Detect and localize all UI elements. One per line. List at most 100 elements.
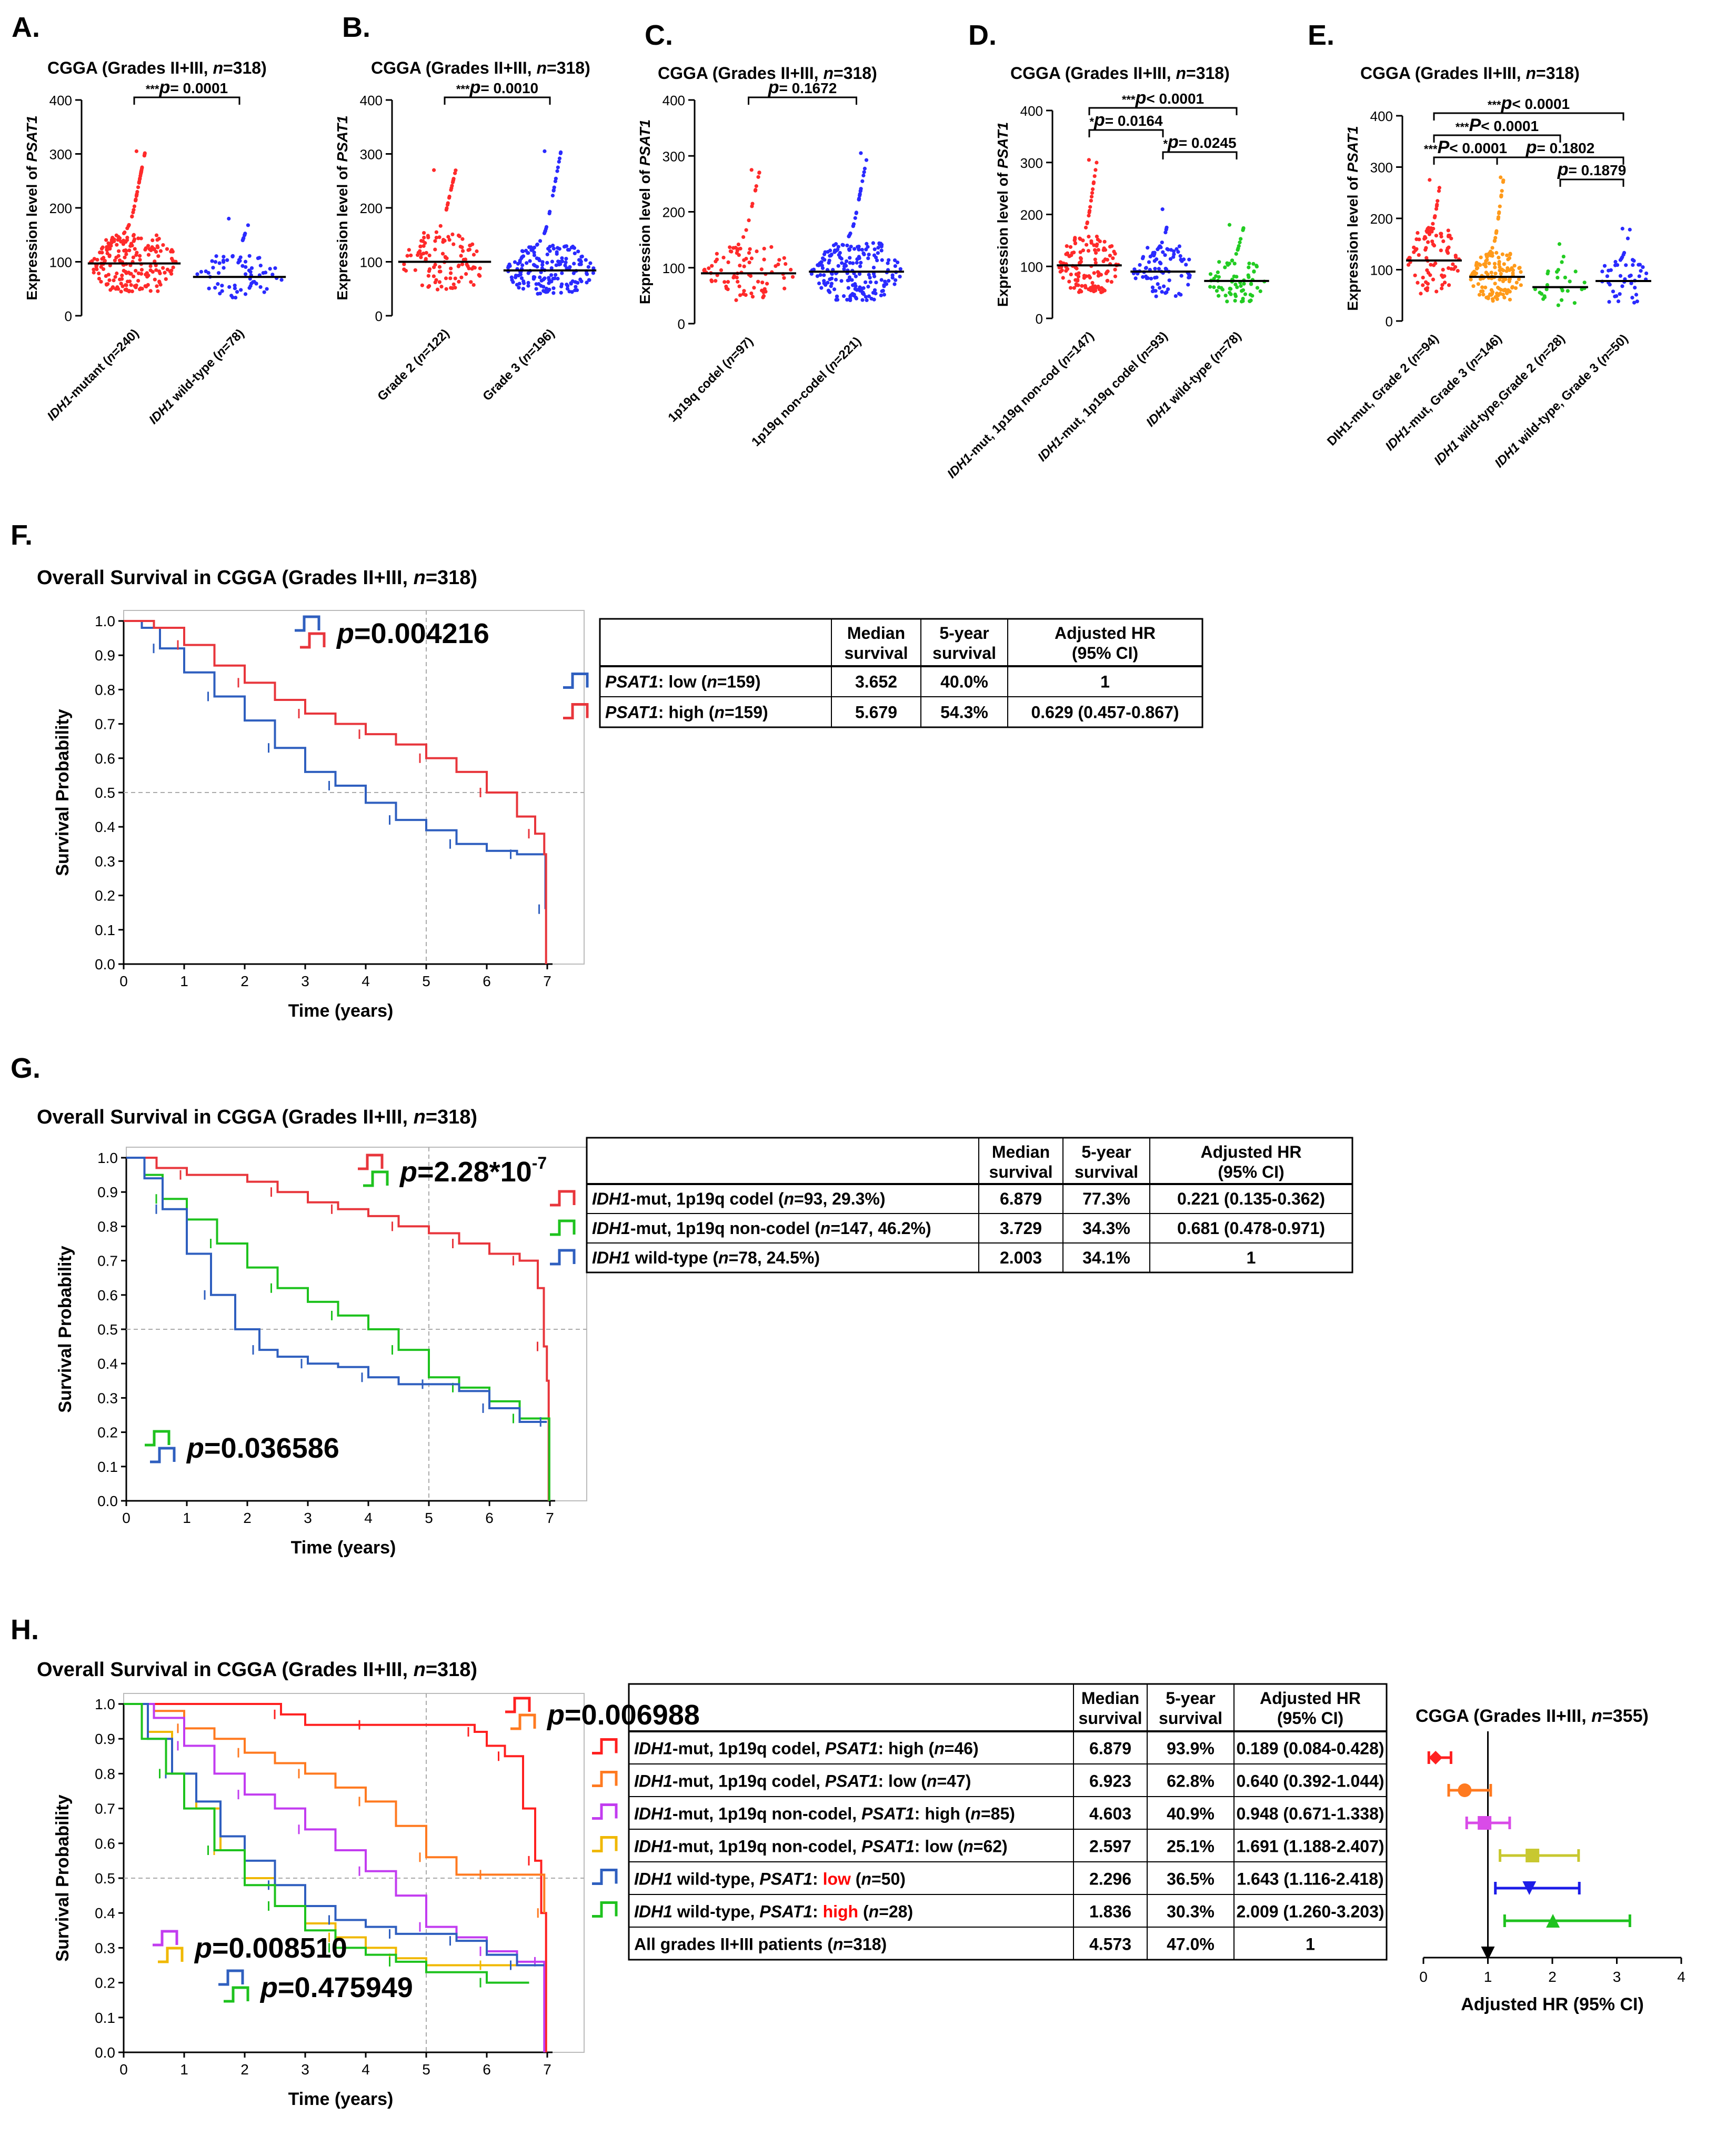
data-point <box>106 282 110 286</box>
data-point <box>1608 283 1612 287</box>
data-point <box>154 233 159 237</box>
data-point <box>1624 263 1628 267</box>
data-point <box>434 235 438 240</box>
data-point <box>892 282 897 286</box>
forest-row <box>1481 1947 1495 1960</box>
data-point <box>424 250 428 255</box>
data-point <box>528 259 532 263</box>
data-point <box>135 250 139 255</box>
data-point <box>130 289 134 294</box>
x-tick-label: 4 <box>362 2061 370 2078</box>
data-point <box>155 284 159 288</box>
y-tick-label: 0.2 <box>97 1425 118 1441</box>
data-point <box>1494 250 1499 255</box>
data-point <box>567 289 571 294</box>
data-point <box>573 288 577 293</box>
data-point <box>1483 264 1488 269</box>
data-point <box>1102 239 1107 244</box>
data-point <box>115 285 119 289</box>
data-point <box>243 232 247 236</box>
data-point <box>244 272 248 276</box>
data-point <box>887 279 891 283</box>
data-point <box>591 266 596 270</box>
data-point <box>892 258 897 263</box>
data-point <box>134 149 139 153</box>
data-point <box>1507 256 1512 260</box>
data-point <box>1622 250 1627 255</box>
x-tick-label: 4 <box>1677 1969 1685 1985</box>
table-cell-label: All grades II+III patients (n=318) <box>634 1934 887 1953</box>
panel-letter: H. <box>11 1614 39 1646</box>
data-point <box>823 250 827 254</box>
data-point <box>1421 283 1425 287</box>
table-cell-value: 34.3% <box>1082 1219 1130 1238</box>
data-point <box>136 185 141 189</box>
data-point <box>1132 267 1137 272</box>
row-legend-glyph <box>550 1249 576 1266</box>
x-tick-label: 2 <box>1548 1969 1557 1985</box>
forest-row <box>1503 1914 1631 1928</box>
data-point <box>876 251 880 255</box>
data-point <box>824 283 828 287</box>
data-point <box>568 265 572 269</box>
data-point <box>563 244 567 248</box>
data-point <box>146 253 151 257</box>
data-point <box>1441 275 1445 279</box>
data-point <box>851 261 855 265</box>
data-point <box>1630 296 1634 300</box>
data-point <box>109 240 114 245</box>
data-point <box>894 278 898 282</box>
table-cell-value: 1.643 (1.116-2.418) <box>1237 1869 1383 1888</box>
data-point <box>153 259 157 264</box>
data-point <box>1099 290 1103 295</box>
data-point <box>450 180 455 185</box>
data-point <box>1167 278 1171 283</box>
data-point <box>450 286 455 290</box>
data-point <box>1161 284 1166 288</box>
data-point <box>1628 227 1632 232</box>
data-point <box>1497 262 1501 266</box>
data-point <box>1247 261 1251 266</box>
data-point <box>134 194 138 198</box>
data-point <box>1496 215 1501 219</box>
data-point <box>460 249 465 253</box>
data-point <box>470 267 474 271</box>
data-point <box>1149 276 1153 281</box>
table-cell-value: 1 <box>1306 1934 1315 1953</box>
data-point <box>832 287 837 292</box>
data-point <box>451 177 456 181</box>
data-point <box>591 271 596 275</box>
data-point <box>136 278 141 283</box>
p-value-label: p=0.004216 <box>336 618 489 649</box>
y-tick-label: 0.9 <box>95 647 115 664</box>
data-point <box>560 256 564 260</box>
data-point <box>1110 244 1114 248</box>
table-cell-value: 1.836 <box>1089 1902 1131 1921</box>
data-point <box>859 151 863 155</box>
data-point <box>195 272 199 276</box>
data-point <box>777 258 781 262</box>
data-point <box>1635 299 1639 304</box>
table-cell-value: 36.5% <box>1167 1869 1215 1888</box>
data-point <box>1160 207 1165 212</box>
data-point <box>1471 271 1475 275</box>
bracket-line <box>1559 178 1624 187</box>
data-point <box>1431 222 1435 226</box>
table-cell-value: 3.729 <box>1000 1219 1042 1238</box>
panel-title: CGGA (Grades II+III, n=318) <box>1010 64 1230 83</box>
data-point <box>1544 287 1549 292</box>
data-point <box>872 297 876 302</box>
table-cell-value: 54.3% <box>940 703 988 722</box>
data-point <box>817 263 821 267</box>
significance-bracket: ***p= 0.0010 <box>444 77 551 105</box>
panel-title: Overall Survival in CGGA (Grades II+III,… <box>37 1106 477 1128</box>
data-point <box>809 272 814 276</box>
data-point <box>1077 260 1082 265</box>
data-point <box>1414 237 1419 242</box>
data-point <box>548 245 552 249</box>
data-point <box>270 273 275 277</box>
data-point <box>1497 211 1501 215</box>
data-point <box>125 279 130 284</box>
data-point <box>862 170 866 174</box>
